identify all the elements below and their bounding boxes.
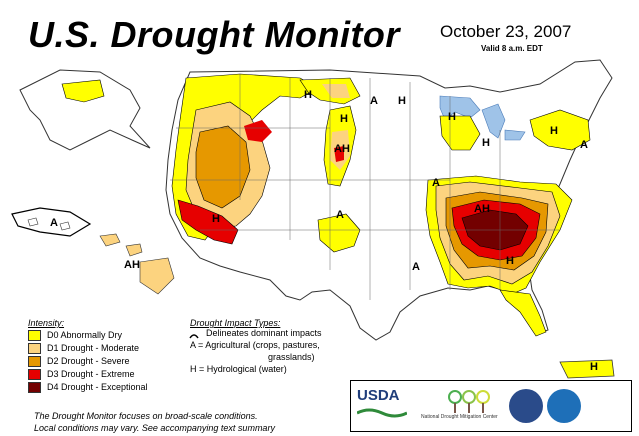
map-label-a: A: [412, 261, 420, 273]
puerto-rico: [559, 359, 615, 379]
legend-item-d3: D3 Drought - Extreme: [28, 368, 148, 380]
impact-line-2: A = Agricultural (crops, pastures,: [190, 340, 320, 350]
legend-swatch-d4: [28, 381, 41, 393]
usda-wave-icon: [357, 408, 407, 418]
legend-label-d2: D2 Drought - Severe: [47, 356, 130, 366]
map-label-ah: AH: [474, 203, 490, 215]
d1-ne: [529, 109, 591, 151]
legend-item-d4: D4 Drought - Exceptional: [28, 381, 148, 393]
d3-west-north: [244, 120, 272, 142]
footer-note: The Drought Monitor focuses on broad-sca…: [34, 410, 275, 434]
legend-item-d0: D0 Abnormally Dry: [28, 329, 148, 341]
map-label-h: H: [448, 111, 456, 123]
date-label: October 23, 2007: [440, 22, 572, 41]
d1-montana: [322, 84, 350, 98]
d0-texas: [317, 213, 361, 253]
ndmc-trees-icon: [448, 390, 490, 413]
impact-line-1: Delineates dominant impacts: [206, 328, 322, 338]
d3-socal: [177, 199, 239, 245]
map-label-h: H: [482, 137, 490, 149]
impact-labels: H A H H AH H A H H H A A AH A H A AH H: [50, 89, 598, 373]
intensity-legend: Intensity: D0 Abnormally Dry D1 Drought …: [28, 318, 148, 393]
legend-swatch-d2: [28, 355, 41, 367]
usda-logo: USDA: [357, 387, 400, 404]
d0-florida: [499, 289, 547, 337]
footer-line-1: The Drought Monitor focuses on broad-sca…: [34, 411, 258, 421]
logo-panel: USDA National Drought Mitigation Center: [350, 380, 632, 432]
great-lakes: [439, 95, 526, 141]
impact-title: Drought Impact Types:: [190, 318, 281, 328]
map-label-a: A: [370, 95, 378, 107]
map-label-a: A: [50, 217, 58, 229]
legend-title: Intensity:: [28, 318, 65, 328]
legend-item-d1: D1 Drought - Moderate: [28, 342, 148, 354]
map-label-h: H: [590, 361, 598, 373]
impact-line-3: grasslands): [268, 352, 315, 362]
legend-swatch-d0: [28, 329, 41, 341]
map-label-h: H: [550, 125, 558, 137]
impact-types: Drought Impact Types: Delineates dominan…: [190, 318, 322, 376]
legend-label-d4: D4 Drought - Exceptional: [47, 382, 148, 392]
map-label-h: H: [304, 89, 312, 101]
map-label-h: H: [340, 113, 348, 125]
map-label-a: A: [432, 177, 440, 189]
legend-swatch-d1: [28, 342, 41, 354]
legend-label-d3: D3 Drought - Extreme: [47, 369, 135, 379]
legend-item-d2: D2 Drought - Severe: [28, 355, 148, 367]
d2-west: [195, 125, 251, 209]
map-label-h: H: [506, 255, 514, 267]
map-label-h: H: [398, 95, 406, 107]
d3-central: [334, 146, 344, 162]
state-borders: [170, 74, 560, 300]
map-label-a: A: [336, 209, 344, 221]
noaa-seal-icon: [547, 389, 581, 423]
footer-line-2: Local conditions may vary. See accompany…: [34, 423, 275, 433]
impact-line-4: H = Hydrological (water): [190, 364, 287, 374]
legend-label-d0: D0 Abnormally Dry: [47, 330, 123, 340]
page-title: U.S. Drought Monitor: [28, 14, 400, 55]
alaska: [19, 69, 151, 151]
valid-time: Valid 8 a.m. EDT: [481, 44, 543, 53]
ndmc-logo: National Drought Mitigation Center: [421, 414, 498, 420]
legend-swatch-d3: [28, 368, 41, 380]
map-label-a: A: [580, 139, 588, 151]
map-label-ah: AH: [334, 143, 350, 155]
impact-line-sample: [189, 334, 199, 339]
map-label-h: H: [212, 213, 220, 225]
map-label-ah: AH: [124, 259, 140, 271]
legend-label-d1: D1 Drought - Moderate: [47, 343, 140, 353]
hawaii: [11, 207, 175, 295]
commerce-seal-icon: [509, 389, 543, 423]
